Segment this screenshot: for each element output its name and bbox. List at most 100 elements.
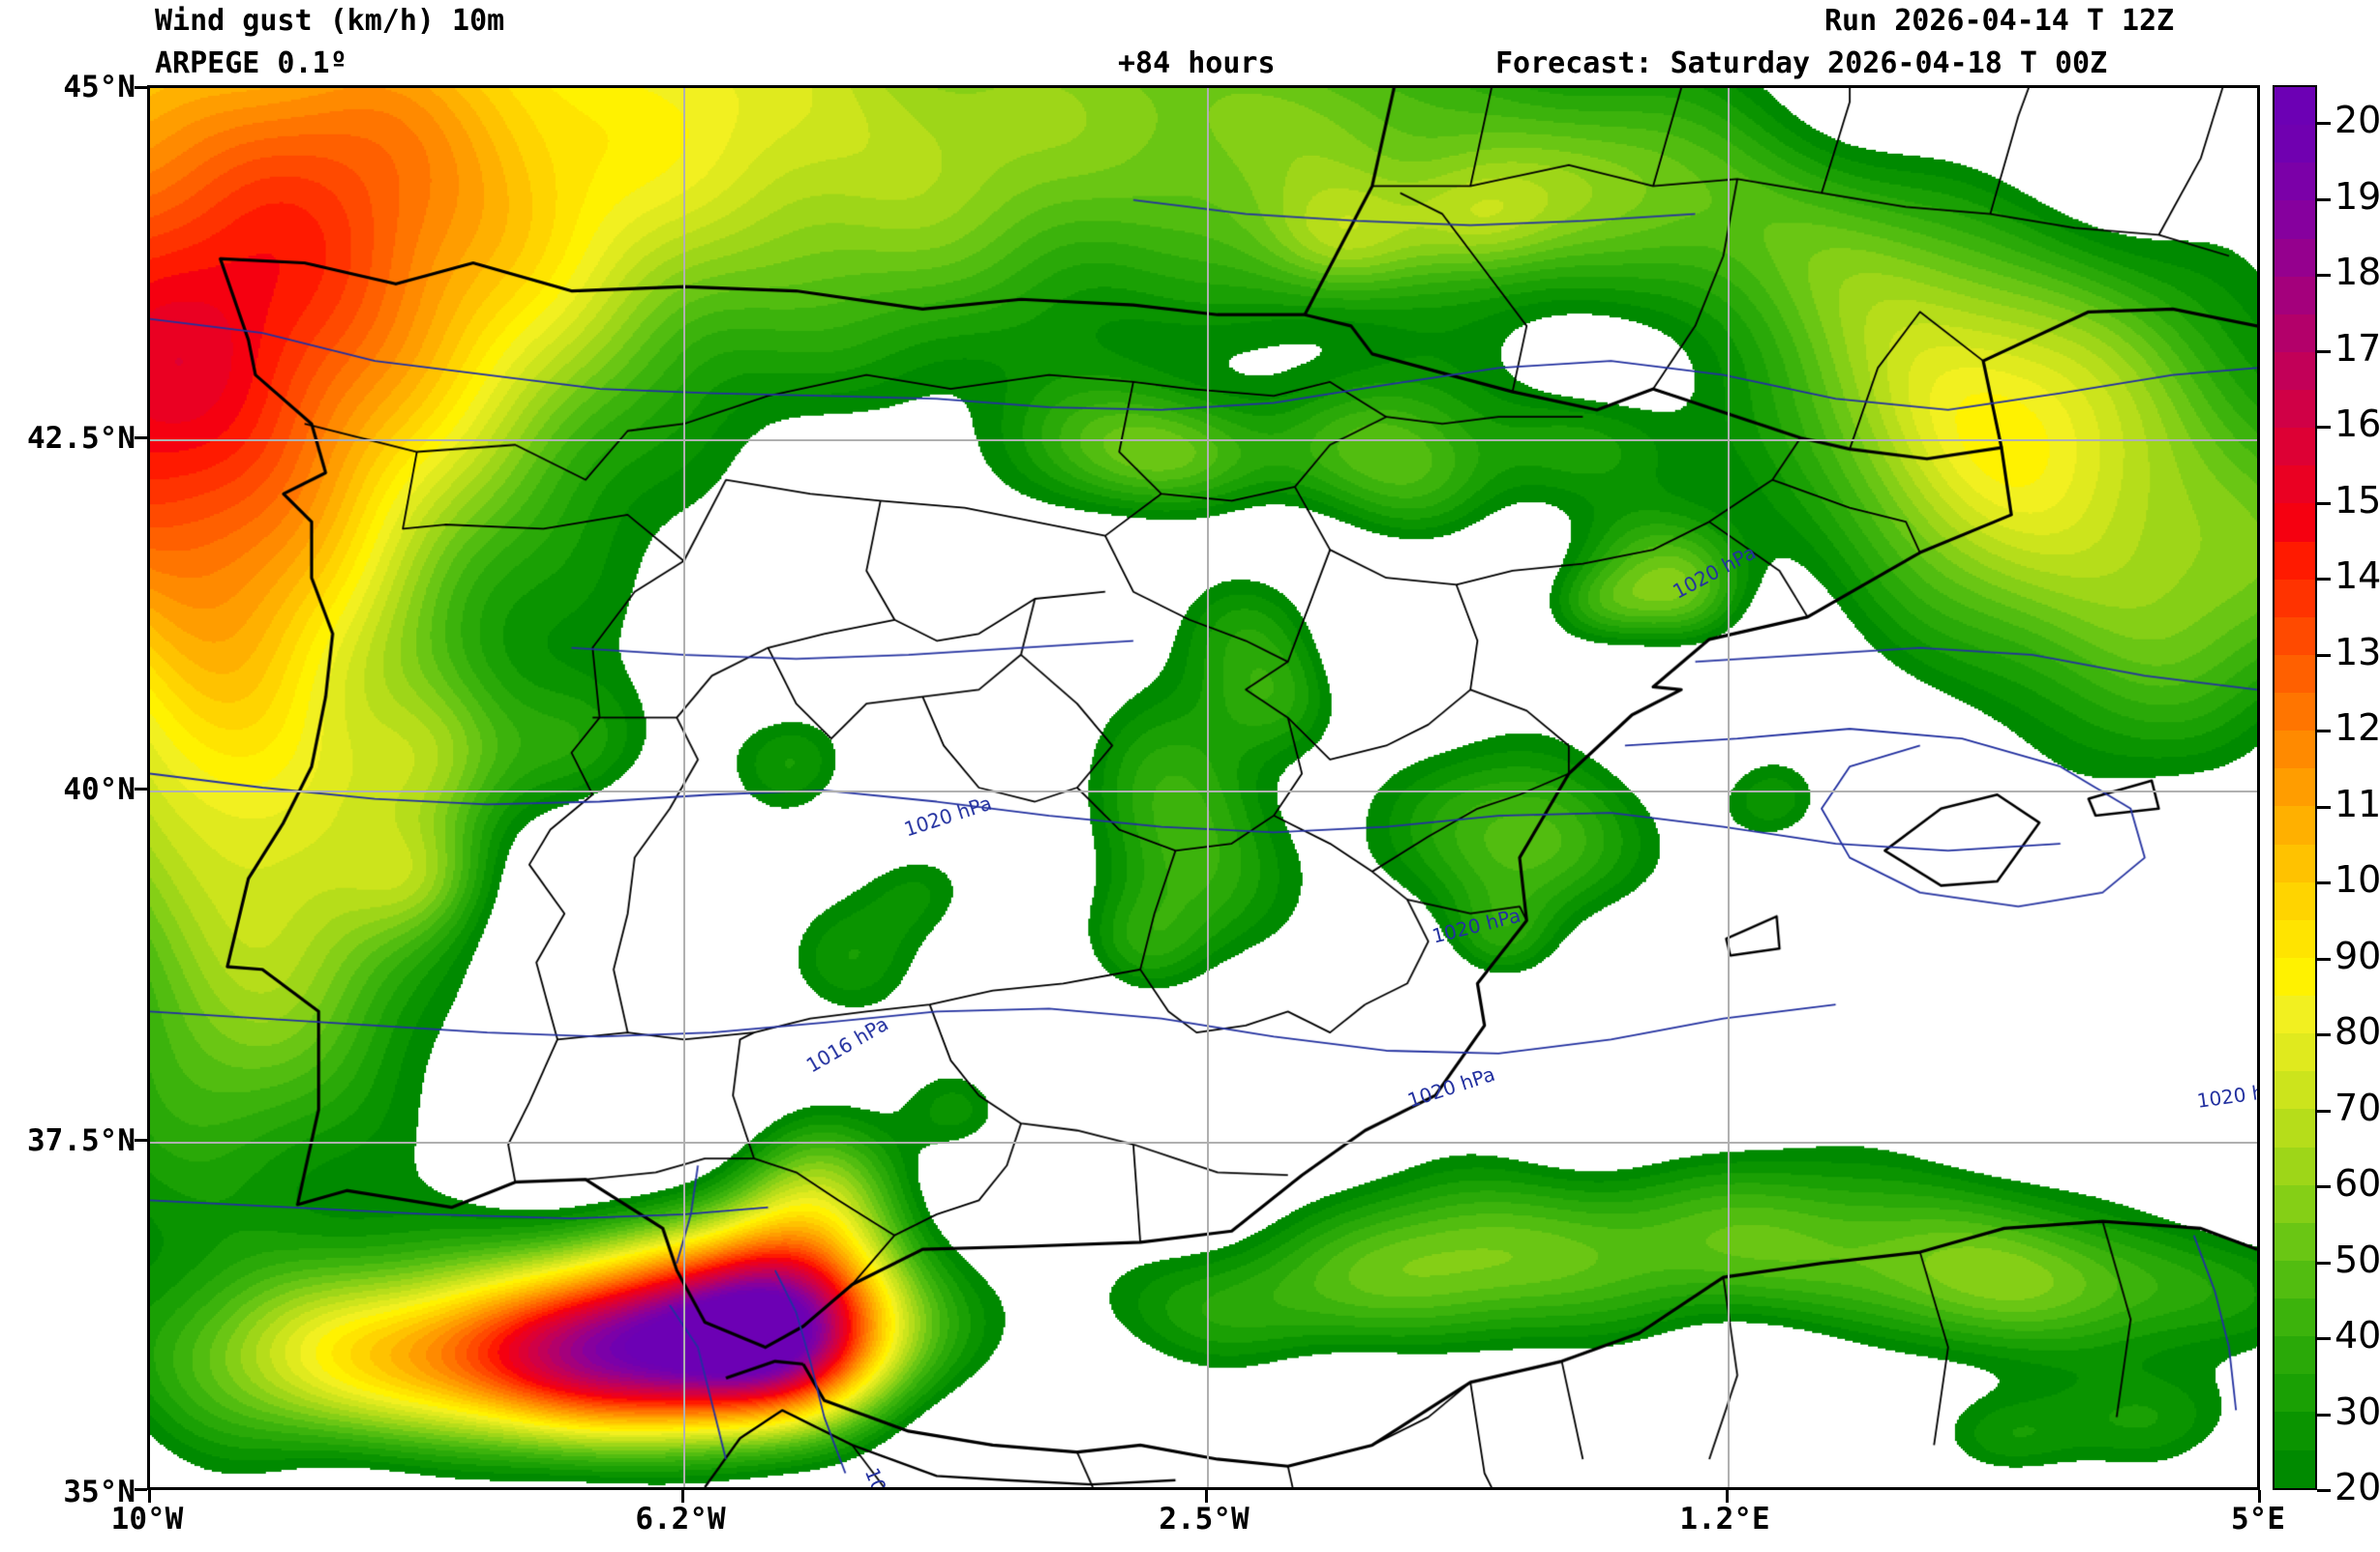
colorbar-segment — [2275, 806, 2315, 845]
colorbar-tick-label: 180 — [2335, 251, 2380, 294]
colorbar-tick-label: 190 — [2335, 174, 2380, 218]
gust-field-canvas — [150, 88, 2257, 1487]
xtick-label-6-2w: 6.2°W — [635, 1502, 726, 1537]
colorbar-segment — [2275, 87, 2315, 126]
colorbar-tick-label: 70 — [2335, 1086, 2380, 1129]
colorbar-tick-mark — [2317, 426, 2331, 430]
colorbar-tick-mark — [2317, 122, 2331, 126]
xtick-mark-5e — [2258, 1490, 2261, 1503]
colorbar-segment — [2275, 579, 2315, 617]
ytick-label-45n: 45°N — [63, 70, 136, 104]
xtick-label-10w: 10°W — [110, 1502, 184, 1537]
colorbar-segment — [2275, 163, 2315, 201]
colorbar-segment — [2275, 844, 2315, 882]
colorbar-tick-mark — [2317, 730, 2331, 733]
colorbar-segment — [2275, 996, 2315, 1034]
colorbar-segment — [2275, 768, 2315, 807]
xtick-mark-10w — [148, 1490, 151, 1503]
colorbar-segment — [2275, 200, 2315, 239]
colorbar-tick-label: 60 — [2335, 1162, 2380, 1206]
colorbar-tick-mark — [2317, 805, 2331, 809]
colorbar-tick-mark — [2317, 1033, 2331, 1037]
ytick-label-42-5n: 42.5°N — [27, 421, 136, 456]
colorbar-segment — [2275, 1449, 2315, 1488]
xtick-mark-6-2w — [681, 1490, 684, 1503]
colorbar-tick-label: 50 — [2335, 1238, 2380, 1281]
colorbar-segment — [2275, 693, 2315, 731]
colorbar-tick-mark — [2317, 578, 2331, 582]
colorbar-tick-label: 90 — [2335, 934, 2380, 977]
gridline-x-2-5w — [1207, 88, 1209, 1487]
colorbar-tick-label: 30 — [2335, 1389, 2380, 1433]
ytick-mark-35n — [135, 1488, 147, 1491]
colorbar-tick-mark — [2317, 1337, 2331, 1341]
colorbar-tick-mark — [2317, 957, 2331, 961]
colorbar-segment — [2275, 1147, 2315, 1185]
ytick-mark-37-5n — [135, 1139, 147, 1142]
colorbar-tick-label: 140 — [2335, 554, 2380, 598]
run-datetime-label: Run 2026-04-14 T 12Z — [1824, 4, 2175, 38]
colorbar-segment — [2275, 1412, 2315, 1450]
colorbar-tick-label: 150 — [2335, 478, 2380, 522]
colorbar-tick-label: 110 — [2335, 782, 2380, 825]
colorbar-tick-mark — [2317, 349, 2331, 353]
colorbar-segment — [2275, 654, 2315, 693]
colorbar-segment — [2275, 1222, 2315, 1261]
colorbar-tick-mark — [2317, 197, 2331, 201]
colorbar-tick-label: 170 — [2335, 326, 2380, 370]
ytick-label-35n: 35°N — [63, 1475, 136, 1509]
forecast-datetime-label: Forecast: Saturday 2026-04-18 T 00Z — [1495, 46, 2108, 80]
ytick-label-40n: 40°N — [63, 772, 136, 807]
figure-title: Wind gust (km/h) 10m — [155, 4, 505, 38]
lead-time-label: +84 hours — [1118, 46, 1276, 80]
colorbar-tick-mark — [2317, 501, 2331, 505]
colorbar-tick-mark — [2317, 653, 2331, 657]
colorbar-segment — [2275, 541, 2315, 580]
colorbar-tick-label: 130 — [2335, 630, 2380, 673]
ytick-mark-45n — [135, 86, 147, 89]
colorbar-segment — [2275, 465, 2315, 504]
colorbar-tick-label: 120 — [2335, 706, 2380, 750]
xtick-mark-2-5w — [1205, 1490, 1208, 1503]
colorbar-segment — [2275, 1033, 2315, 1072]
colorbar-tick-label: 160 — [2335, 403, 2380, 446]
colorbar-segment — [2275, 503, 2315, 542]
colorbar-tick-label: 40 — [2335, 1314, 2380, 1358]
gridline-y-40n — [150, 791, 2257, 792]
colorbar-segment — [2275, 428, 2315, 466]
ytick-mark-40n — [135, 788, 147, 791]
xtick-label-1-2e: 1.2°E — [1679, 1502, 1770, 1537]
colorbar-segment — [2275, 881, 2315, 920]
xtick-label-5e: 5°E — [2231, 1502, 2285, 1537]
colorbar-segment — [2275, 1071, 2315, 1110]
ytick-label-37-5n: 37.5°N — [27, 1123, 136, 1158]
colorbar-tick-mark — [2317, 274, 2331, 278]
colorbar-segment — [2275, 1109, 2315, 1148]
colorbar-segment — [2275, 125, 2315, 164]
colorbar-tick-label: 80 — [2335, 1010, 2380, 1054]
colorbar-segment — [2275, 1260, 2315, 1298]
gridline-y-42-5n — [150, 439, 2257, 441]
colorbar-segment — [2275, 616, 2315, 655]
ytick-mark-42-5n — [135, 436, 147, 439]
colorbar[interactable] — [2273, 85, 2317, 1490]
colorbar-segment — [2275, 731, 2315, 769]
colorbar-segment — [2275, 390, 2315, 429]
colorbar-segment — [2275, 1184, 2315, 1223]
colorbar-segment — [2275, 1336, 2315, 1375]
colorbar-tick-label: 100 — [2335, 858, 2380, 902]
colorbar-tick-mark — [2317, 1185, 2331, 1189]
colorbar-segment — [2275, 1298, 2315, 1337]
colorbar-segment — [2275, 313, 2315, 352]
colorbar-segment — [2275, 957, 2315, 996]
colorbar-segment — [2275, 351, 2315, 390]
colorbar-segment — [2275, 238, 2315, 277]
colorbar-tick-mark — [2317, 1413, 2331, 1417]
gridline-x-1-2e — [1728, 88, 1730, 1487]
colorbar-tick-mark — [2317, 881, 2331, 885]
colorbar-segment — [2275, 1374, 2315, 1413]
colorbar-segment — [2275, 919, 2315, 958]
gridline-x-6-2w — [683, 88, 685, 1487]
